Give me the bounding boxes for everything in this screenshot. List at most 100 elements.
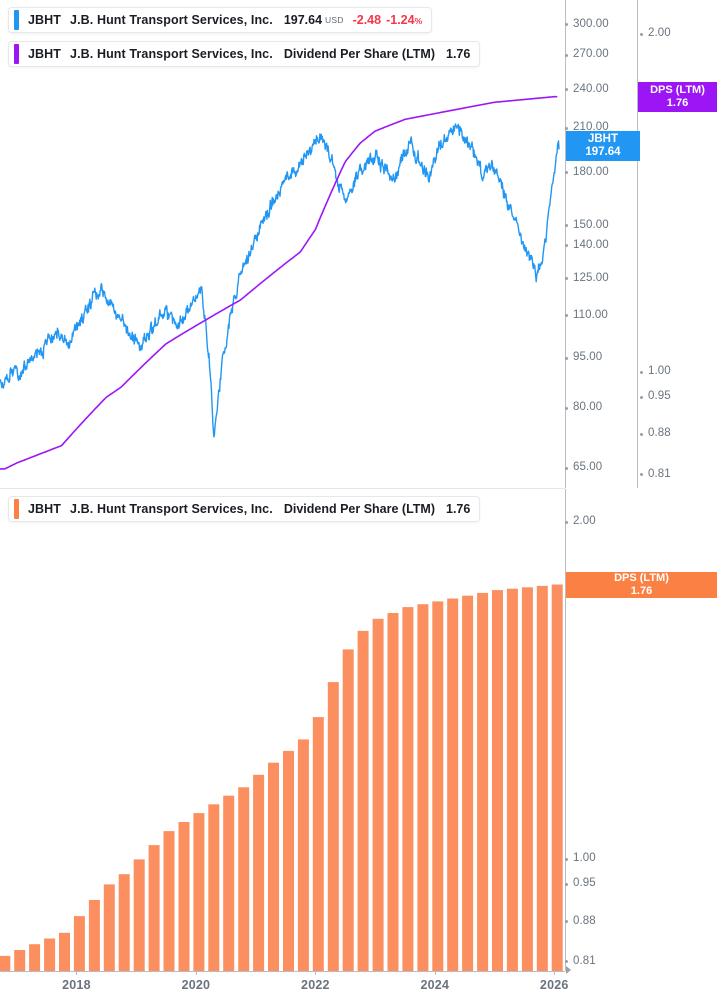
- axis-tick-dot: [565, 224, 568, 228]
- axis-tick-dot: [565, 882, 568, 886]
- bar-axis-tick: 0.81: [573, 954, 596, 967]
- price-axis-tick: 125.00: [573, 271, 609, 284]
- price-axis-tick: 80.00: [573, 401, 603, 414]
- dividend-bar: [447, 598, 459, 971]
- x-axis-label: 2022: [301, 978, 330, 992]
- dividend-bar: [462, 595, 474, 971]
- legend-dividend-panel-value: 1.76: [446, 502, 471, 516]
- axis-tick-dot: [565, 356, 568, 360]
- dividend-bar: [0, 955, 11, 971]
- dividend-bar: [372, 618, 384, 971]
- x-axis-arrow-icon: [566, 966, 571, 974]
- dividend-panel-tag-badge[interactable]: DPS (LTM) 1.76: [566, 571, 717, 598]
- axis-tick-dot: [565, 920, 568, 924]
- dividend-bar-svg: [0, 584, 563, 971]
- price-axis-tick: 150.00: [573, 218, 609, 231]
- dividend-bar-chart-pane[interactable]: [0, 489, 565, 971]
- price-tag-badge[interactable]: JBHT 197.64: [566, 130, 640, 161]
- axis-tick-dot: [565, 244, 568, 248]
- dividend-bar: [536, 585, 548, 971]
- dividend-axis-tick: 0.88: [648, 427, 671, 440]
- x-axis-label: 2024: [420, 978, 450, 992]
- dividend-bar: [312, 717, 324, 971]
- dividend-bar: [327, 682, 339, 971]
- x-axis-tick: [76, 971, 78, 975]
- price-axis-tick: 110.00: [573, 308, 608, 321]
- legend-price-company: J.B. Hunt Transport Services, Inc.: [70, 13, 273, 27]
- dividend-axis-tick: 1.00: [648, 365, 671, 378]
- legend-price-symbol: JBHT: [28, 13, 62, 27]
- legend-dividend-metric: Dividend Per Share (LTM): [283, 47, 435, 61]
- dividend-bar: [133, 859, 145, 971]
- axis-tick-dot: [565, 520, 568, 524]
- price-axis-tick: 140.00: [573, 238, 609, 251]
- price-axis-line: [565, 0, 566, 488]
- dividend-bar: [14, 950, 26, 971]
- dividend-bar: [506, 588, 518, 971]
- dividend-bar: [103, 884, 115, 971]
- dividend-bar: [297, 739, 309, 971]
- price-tag-label: JBHT: [587, 133, 619, 145]
- x-axis-tick: [554, 971, 556, 975]
- axis-tick-dot: [640, 473, 643, 477]
- dividend-panel-tag-label: DPS (LTM): [614, 572, 669, 585]
- legend-dividend-panel-metric: Dividend Per Share (LTM): [283, 502, 435, 516]
- dividend-bar: [178, 822, 190, 971]
- x-axis-label: 2018: [62, 978, 91, 992]
- legend-price-currency: USD: [325, 15, 344, 25]
- dividend-bar: [477, 592, 489, 971]
- bar-axis-tick: 0.88: [573, 914, 596, 927]
- legend-dividend-overlay[interactable]: JBHT J.B. Hunt Transport Services, Inc. …: [8, 41, 481, 67]
- dividend-tag-label: DPS (LTM): [650, 84, 705, 97]
- dividend-bar: [223, 795, 235, 971]
- dividend-bar: [492, 590, 503, 971]
- legend-price-swatch: [14, 10, 19, 30]
- dividend-bar: [268, 762, 279, 971]
- dividend-bar: [387, 613, 399, 971]
- x-axis-tick: [315, 971, 317, 975]
- dividend-bar: [193, 813, 205, 971]
- axis-tick-dot: [640, 370, 643, 374]
- dividend-bar: [551, 584, 563, 971]
- dividend-panel-tag-value: 1.76: [630, 584, 653, 597]
- dividend-bar: [73, 916, 85, 971]
- legend-price-value: 197.64: [283, 13, 323, 27]
- dividend-bar: [44, 938, 56, 971]
- percent-sign: %: [414, 16, 423, 26]
- axis-tick-dot: [565, 88, 568, 92]
- price-axis-tick: 210.00: [573, 121, 609, 134]
- legend-dividend-panel-symbol: JBHT: [28, 502, 62, 516]
- axis-tick-dot: [565, 23, 568, 27]
- legend-dividend-swatch: [14, 44, 19, 64]
- dividend-bar: [342, 649, 354, 971]
- dividend-bar: [283, 750, 294, 971]
- legend-dividend-panel-swatch: [14, 499, 19, 519]
- dividend-bar: [163, 831, 175, 971]
- dividend-bar: [432, 601, 444, 971]
- legend-price-change-pct: -1.24%: [386, 13, 422, 27]
- axis-tick-dot: [565, 857, 568, 861]
- dividend-bar: [402, 607, 414, 971]
- dividend-tag-value: 1.76: [666, 96, 689, 109]
- legend-dividend-panel-company: J.B. Hunt Transport Services, Inc.: [70, 502, 273, 516]
- axis-tick-dot: [640, 432, 643, 436]
- legend-price[interactable]: JBHT J.B. Hunt Transport Services, Inc. …: [8, 7, 433, 33]
- dividend-axis-tick: 2.00: [648, 27, 671, 40]
- legend-dividend-panel[interactable]: JBHT J.B. Hunt Transport Services, Inc. …: [8, 496, 481, 522]
- axis-tick-dot: [565, 314, 568, 318]
- price-tag-value: 197.64: [585, 145, 621, 158]
- x-axis-tick: [434, 971, 436, 975]
- x-axis-tick: [195, 971, 197, 975]
- x-axis-line: [0, 971, 565, 972]
- axis-tick-dot: [565, 53, 568, 57]
- axis-tick-dot: [565, 960, 568, 964]
- price-chart-pane[interactable]: [0, 0, 565, 488]
- legend-dividend-symbol: JBHT: [28, 47, 62, 61]
- dividend-bar: [118, 874, 130, 971]
- legend-dividend-company: J.B. Hunt Transport Services, Inc.: [70, 47, 273, 61]
- dividend-tag-badge[interactable]: DPS (LTM) 1.76: [638, 81, 717, 112]
- price-axis-tick: 240.00: [573, 82, 609, 95]
- dividend-bar: [88, 900, 100, 971]
- axis-tick-dot: [565, 126, 568, 130]
- x-axis-label: 2020: [181, 978, 211, 992]
